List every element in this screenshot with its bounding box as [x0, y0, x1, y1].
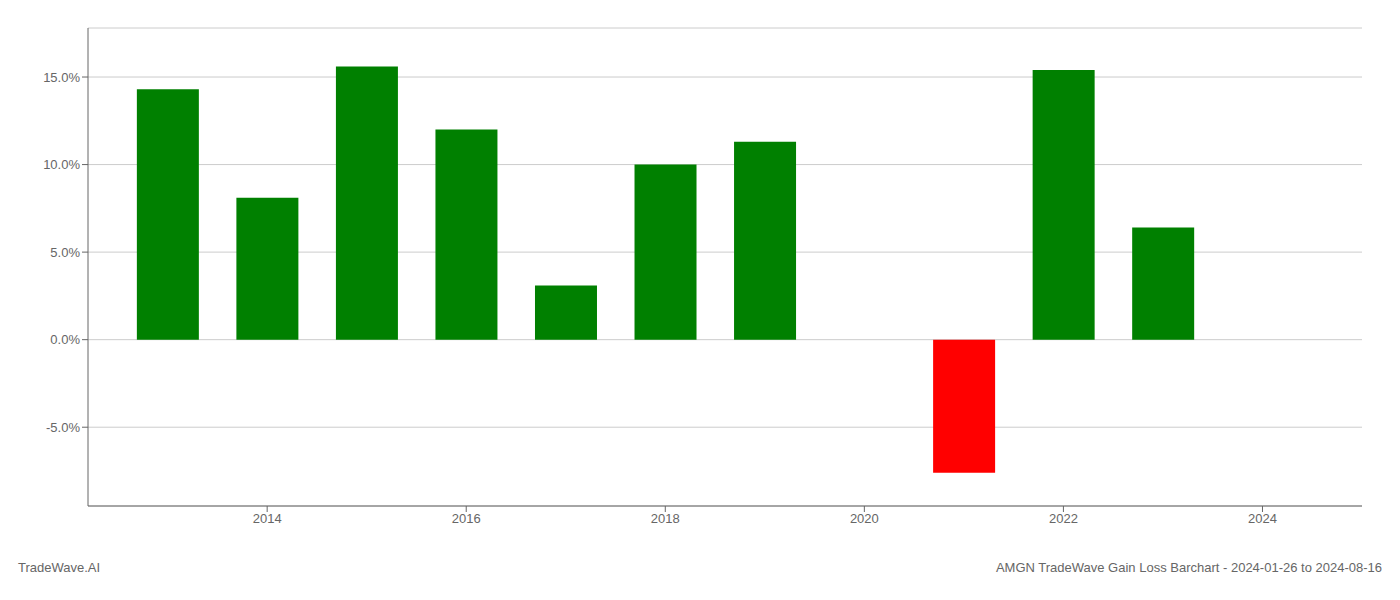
html-text:TradeWave.AI: TradeWave.AI — [18, 560, 101, 575]
svg-text:0.0%: 0.0% — [50, 332, 80, 347]
svg-text:2022: 2022 — [1049, 511, 1078, 526]
html-text:AMGN TradeWave Gain Loss Barch: AMGN TradeWave Gain Loss Barchart - 2024… — [995, 560, 1382, 575]
svg-text:5.0%: 5.0% — [50, 245, 80, 260]
svg-text:2014: 2014 — [253, 511, 282, 526]
svg-text:2016: 2016 — [452, 511, 481, 526]
svg-text:2024: 2024 — [1248, 511, 1277, 526]
svg-text:10.0%: 10.0% — [43, 157, 80, 172]
svg-text:-5.0%: -5.0% — [46, 420, 80, 435]
svg-text:15.0%: 15.0% — [43, 70, 80, 85]
svg-text:2020: 2020 — [850, 511, 879, 526]
svg-text:2018: 2018 — [651, 511, 680, 526]
